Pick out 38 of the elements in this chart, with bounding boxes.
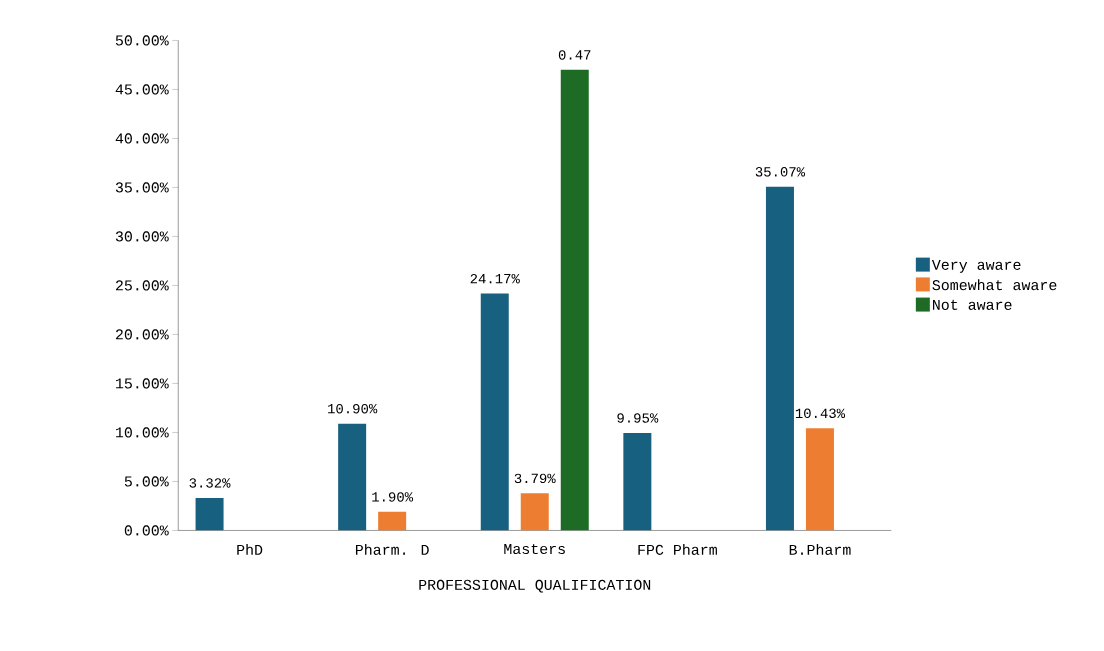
bar xyxy=(805,428,834,531)
x-axis-title: PROFESSIONAL QUALIFICATION xyxy=(419,579,651,593)
data-label: 10.90% xyxy=(328,403,378,414)
y-tick-label: 20.00% xyxy=(115,329,169,340)
y-tick-label: 35.00% xyxy=(115,182,169,193)
data-label: 1.90% xyxy=(372,492,414,502)
bar xyxy=(378,511,407,531)
data-label: 35.07% xyxy=(755,167,806,177)
bar xyxy=(623,432,652,531)
x-tick-label: Masters xyxy=(504,543,565,555)
bar xyxy=(765,186,794,531)
y-tick-label: 30.00% xyxy=(115,231,169,242)
bar xyxy=(480,293,509,531)
data-label: 3.79% xyxy=(514,473,556,484)
y-tick-label: 0.00% xyxy=(124,525,169,536)
y-tick-label: 5.00% xyxy=(124,476,169,487)
bar xyxy=(338,423,367,531)
bar xyxy=(520,493,549,531)
legend-label: Not aware xyxy=(933,299,1012,310)
bar xyxy=(195,497,224,531)
y-tick-label: 15.00% xyxy=(116,378,169,389)
legend-label: Somewhat aware xyxy=(932,279,1057,291)
y-tick-label: 45.00% xyxy=(115,84,169,95)
x-tick-label: Pharm. D xyxy=(355,543,429,555)
annotation: 0.47 xyxy=(558,50,591,60)
data-label: 9.95% xyxy=(617,413,659,423)
data-label: 3.32% xyxy=(189,478,231,488)
bar xyxy=(560,69,589,531)
legend-label: Very aware xyxy=(931,259,1021,273)
x-tick-label: B.Pharm xyxy=(789,543,851,555)
data-label: 24.17% xyxy=(470,273,520,284)
y-tick-label: 50.00% xyxy=(115,35,169,46)
data-label: 10.43% xyxy=(795,408,846,419)
y-tick-label: 25.00% xyxy=(115,280,169,291)
x-tick-label: PhD xyxy=(237,543,263,555)
x-tick-label: FPC Pharm xyxy=(638,543,717,555)
y-tick-label: 40.00% xyxy=(115,133,169,144)
y-tick-label: 10.00% xyxy=(116,427,169,438)
